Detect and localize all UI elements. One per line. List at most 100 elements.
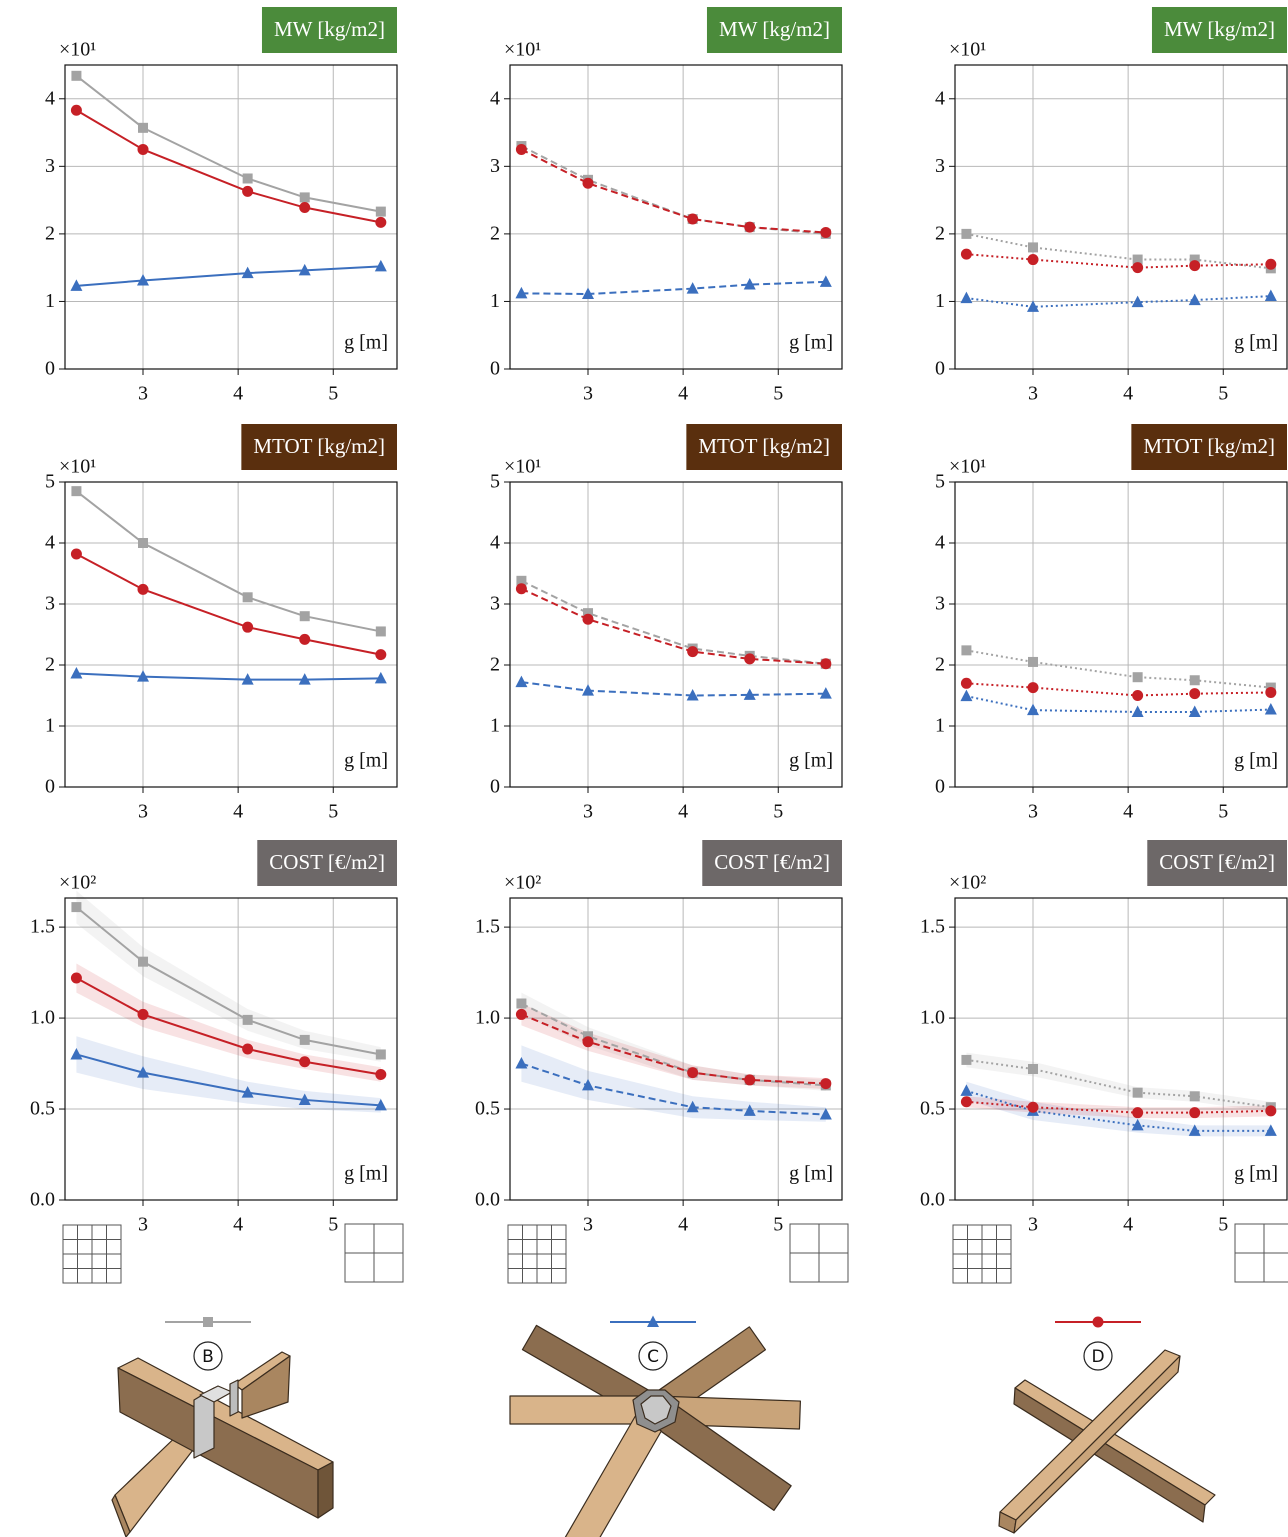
x-axis-label: g [m] — [344, 750, 388, 772]
x-axis-label: g [m] — [1234, 332, 1278, 354]
chart-panel: 0.0 0.5 1.0 1.5 3 4 5 ×10² g [m] COST [€/m2] — [30, 840, 404, 1284]
marker — [583, 608, 594, 619]
marker — [1189, 260, 1201, 272]
y-tick-label: 1 — [45, 715, 55, 737]
marker — [687, 1067, 699, 1079]
y-tick-label: 4 — [935, 532, 945, 554]
x-tick-label: 3 — [583, 383, 593, 405]
y-tick-label: 4 — [490, 532, 500, 554]
marker — [241, 673, 254, 685]
legend-label: D — [1091, 1347, 1104, 1367]
marker — [961, 645, 972, 656]
x-tick-label: 4 — [233, 383, 243, 405]
y-multiplier: ×10¹ — [949, 456, 986, 478]
y-tick-label: 0.5 — [475, 1098, 500, 1120]
marker — [686, 282, 699, 294]
chart-title: COST [€/m2] — [1159, 850, 1275, 874]
marker — [137, 1008, 149, 1020]
error-band — [143, 1001, 248, 1059]
marker — [961, 228, 972, 239]
marker — [743, 1104, 756, 1116]
series-line — [76, 265, 381, 287]
y-tick-label: 0.5 — [920, 1098, 945, 1120]
marker — [515, 583, 527, 595]
marker — [70, 279, 83, 291]
x-tick-label: 4 — [1123, 383, 1133, 405]
chart-panel: 0 1 2 3 4 3 4 5 ×10¹ g [m] MW [kg/m2] — [935, 7, 1288, 405]
marker — [299, 633, 311, 645]
chart-title: MTOT [kg/m2] — [253, 434, 385, 458]
marker — [1189, 254, 1200, 265]
y-tick-label: 3 — [935, 593, 945, 615]
x-tick-label: 5 — [773, 383, 783, 405]
x-tick-label: 4 — [233, 801, 243, 823]
marker — [137, 583, 149, 595]
marker — [242, 1043, 254, 1055]
series-line — [520, 148, 826, 234]
series-line — [966, 695, 1271, 713]
marker — [686, 689, 699, 701]
x-label-background — [784, 1160, 838, 1190]
series-line — [520, 587, 826, 665]
marker — [516, 575, 527, 586]
x-axis-label: g [m] — [789, 750, 833, 772]
x-tick-label: 3 — [1028, 383, 1038, 405]
marker — [582, 613, 594, 625]
chart-title-box — [241, 424, 397, 470]
x-tick-label: 4 — [678, 801, 688, 823]
error-band — [966, 1096, 1034, 1113]
y-tick-label: 1.5 — [920, 916, 945, 938]
marker — [375, 626, 386, 637]
joint-b-illustration — [111, 1351, 334, 1537]
y-tick-label: 3 — [45, 155, 55, 177]
marker — [1131, 1118, 1144, 1131]
y-tick-label: 0 — [45, 358, 55, 380]
marker — [820, 658, 832, 670]
marker — [820, 1078, 832, 1090]
marker — [374, 671, 387, 684]
x-tick-label: 3 — [583, 1214, 593, 1236]
marker — [515, 1008, 527, 1020]
marker — [1188, 1124, 1201, 1136]
y-tick-label: 5 — [45, 471, 55, 493]
marker — [1265, 1105, 1277, 1117]
y-tick-label: 2 — [45, 222, 55, 244]
marker — [1132, 262, 1144, 274]
y-multiplier: ×10¹ — [949, 39, 986, 61]
series-line — [966, 253, 1271, 269]
x-tick-label: 4 — [1123, 1214, 1133, 1236]
series-line — [75, 906, 382, 1056]
joint-c-illustration — [509, 1324, 802, 1537]
x-tick-label: 5 — [773, 1214, 783, 1236]
legend-marker — [647, 1315, 659, 1327]
marker — [71, 902, 82, 913]
marker — [1264, 289, 1277, 302]
x-label-background — [339, 1160, 393, 1190]
marker — [1188, 293, 1201, 306]
chart-title-box — [686, 424, 842, 470]
y-tick-label: 5 — [935, 471, 945, 493]
series-line — [521, 280, 826, 296]
marker — [1027, 1101, 1039, 1113]
marker — [138, 956, 149, 967]
y-tick-label: 3 — [935, 155, 945, 177]
x-tick-label: 5 — [1218, 801, 1228, 823]
x-label-background — [1229, 1160, 1283, 1190]
marker — [298, 1093, 311, 1105]
chart-title-box — [1147, 840, 1287, 886]
series-line — [75, 75, 382, 213]
y-tick-label: 0 — [490, 776, 500, 798]
error-band — [749, 1101, 826, 1122]
chart-panel: 0.0 0.5 1.0 1.5 3 4 5 ×10² g [m] COST [€/m2] — [475, 840, 849, 1284]
x-tick-label: 4 — [678, 383, 688, 405]
y-tick-label: 1.0 — [30, 1007, 55, 1029]
axes-frame — [954, 897, 1288, 1201]
y-tick-label: 4 — [490, 87, 500, 109]
legend-label: C — [647, 1347, 659, 1367]
marker — [242, 173, 253, 184]
y-tick-label: 3 — [45, 593, 55, 615]
